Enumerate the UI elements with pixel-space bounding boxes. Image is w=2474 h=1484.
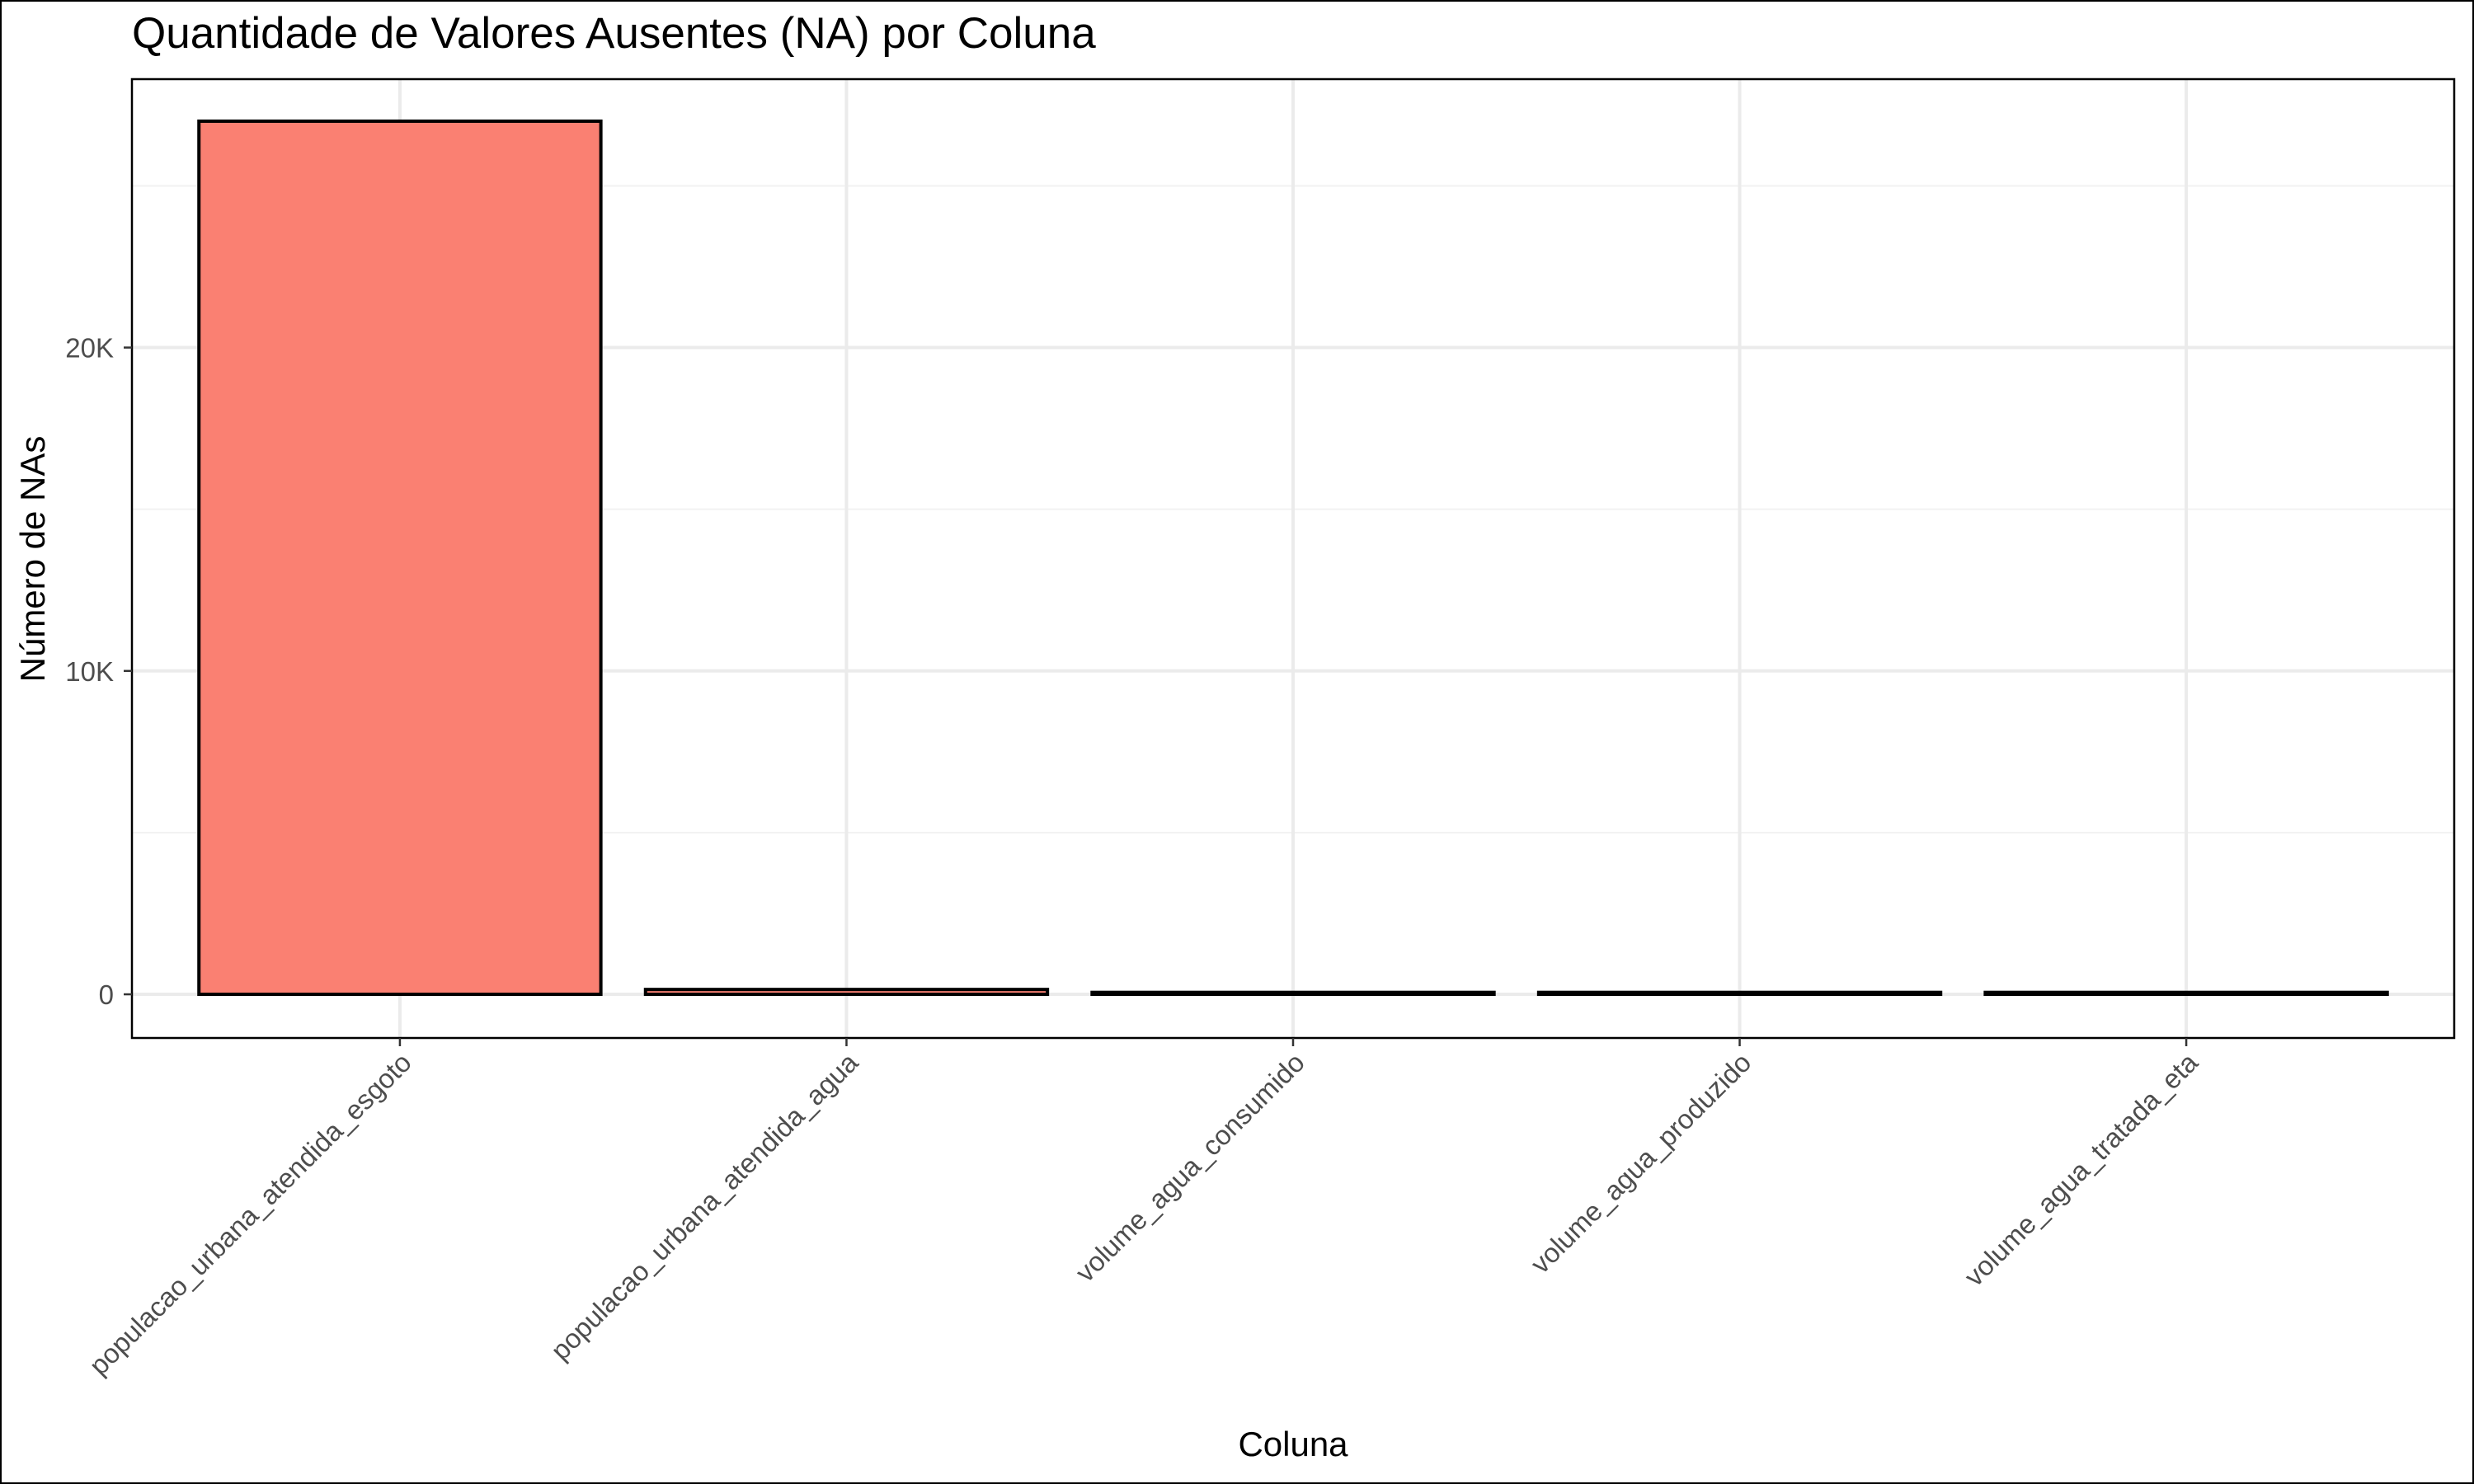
y-tick-label: 0 (99, 979, 114, 1010)
y-axis-ticks: 0 10K 20K (65, 333, 132, 1010)
x-tick-label: volume_agua_tratada_eta (1959, 1046, 2204, 1292)
x-tick-label: populacao_urbana_atendida_esgoto (83, 1047, 417, 1381)
chart-title: Quantidade de Valores Ausentes (NA) por … (132, 9, 1096, 58)
bar-volume_agua_consumido (1090, 990, 1496, 997)
y-tick-label: 10K (65, 656, 114, 687)
x-axis-title: Coluna (1238, 1425, 1348, 1463)
x-tick-label: volume_agua_consumido (1070, 1047, 1310, 1288)
x-tick-label: populacao_urbana_atendida_agua (545, 1046, 864, 1365)
x-axis-ticks: populacao_urbana_atendida_esgoto populaca… (83, 1038, 2204, 1381)
y-tick-label: 20K (65, 333, 114, 364)
y-axis-title: Número de NAs (13, 436, 52, 683)
bar-volume_agua_produzido (1536, 990, 1943, 997)
bar-volume_agua_tratada_eta (1983, 990, 2389, 997)
x-tick-label: volume_agua_produzido (1525, 1047, 1757, 1280)
bar-populacao_urbana_atendida_agua (643, 988, 1050, 997)
bars (197, 119, 2389, 997)
bar-populacao_urbana_atendida_esgoto (197, 119, 603, 997)
